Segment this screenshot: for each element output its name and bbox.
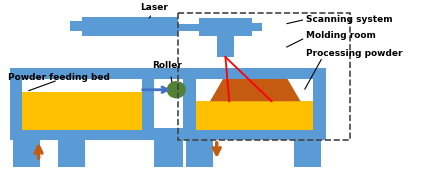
Bar <box>178 13 350 140</box>
Bar <box>294 140 321 167</box>
Bar <box>82 17 178 36</box>
Bar <box>10 68 154 79</box>
Bar <box>10 68 154 140</box>
Text: Processing powder: Processing powder <box>306 49 403 58</box>
Bar <box>248 23 262 31</box>
Bar <box>199 18 252 36</box>
Text: Scanning system: Scanning system <box>306 15 393 24</box>
Text: Roller: Roller <box>152 61 181 71</box>
Polygon shape <box>210 78 300 101</box>
Bar <box>58 140 85 167</box>
Bar <box>154 68 183 79</box>
Bar <box>22 92 142 130</box>
Bar <box>217 36 234 57</box>
Bar <box>22 77 142 130</box>
Bar <box>196 77 313 130</box>
Text: Powder feeding bed: Powder feeding bed <box>8 73 110 82</box>
Bar <box>12 140 39 167</box>
Bar <box>70 21 85 31</box>
Bar <box>183 68 326 140</box>
Bar <box>154 140 183 167</box>
Text: Molding room: Molding room <box>306 31 376 40</box>
Bar <box>178 24 199 31</box>
Text: Laser: Laser <box>140 3 168 12</box>
Ellipse shape <box>167 81 186 98</box>
Bar <box>196 101 313 130</box>
Bar <box>154 128 183 140</box>
Bar <box>186 140 213 167</box>
Bar <box>183 68 326 79</box>
